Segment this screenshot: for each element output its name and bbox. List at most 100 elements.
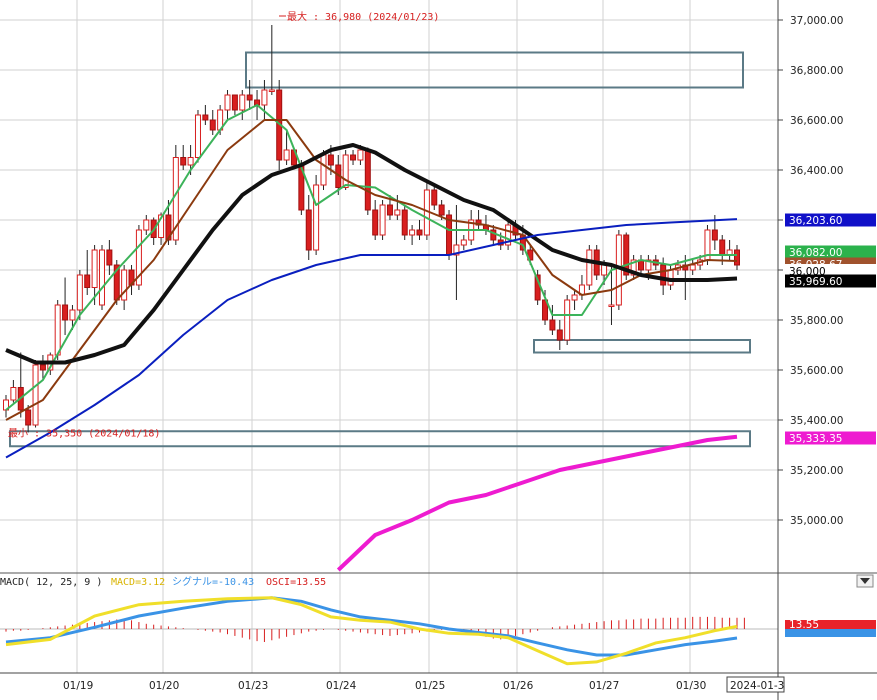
candle xyxy=(224,94,231,111)
price-badge-bg xyxy=(785,245,876,259)
candle xyxy=(121,269,128,301)
osci-value-label: OSCI=13.55 xyxy=(266,577,326,588)
candle xyxy=(372,209,379,236)
price-tick-label: 35,400.00 xyxy=(790,415,843,427)
candle xyxy=(91,249,98,288)
candle xyxy=(320,154,327,186)
current-date-label: 2024-01-3 xyxy=(730,680,784,692)
osci-badge-label: 13.55 xyxy=(789,619,819,631)
price-tick-label: 35,800.00 xyxy=(790,315,843,327)
candle xyxy=(601,264,608,276)
candle xyxy=(209,119,216,131)
price-badge-label: 36,203.60 xyxy=(789,215,842,227)
candle xyxy=(586,249,593,286)
max-price-label: 最大 : 36,980 (2024/01/23) xyxy=(287,10,439,23)
candle xyxy=(394,209,401,216)
price-tick-label: 35,600.00 xyxy=(790,365,843,377)
moving-averages xyxy=(5,104,738,572)
candle xyxy=(386,204,393,216)
candle xyxy=(357,149,364,161)
ma_long-line xyxy=(5,143,738,365)
price-badge-label: 36,082.00 xyxy=(789,247,842,259)
candle xyxy=(135,229,142,286)
candle xyxy=(409,229,416,236)
price-tick-label: 36,400.00 xyxy=(790,165,843,177)
candle xyxy=(54,304,61,356)
candle xyxy=(608,304,615,307)
candle xyxy=(143,219,150,231)
zones xyxy=(9,51,751,448)
date-tick-label: 01/26 xyxy=(503,680,534,692)
candle xyxy=(438,204,445,216)
candle xyxy=(571,294,578,301)
candle xyxy=(416,229,423,236)
candle xyxy=(313,184,320,251)
panel-dropdown-button[interactable] xyxy=(856,574,874,588)
macd-value-label: MACD=3.12 xyxy=(111,577,165,588)
ma_mid-line xyxy=(5,119,738,421)
macd-badges: 13.55 xyxy=(777,573,876,673)
candle xyxy=(453,244,460,256)
candle xyxy=(10,387,17,401)
candle xyxy=(165,214,172,241)
candle xyxy=(25,409,32,426)
candle xyxy=(106,249,113,266)
candle xyxy=(564,299,571,341)
price-badge-label: 35,969.60 xyxy=(789,276,842,288)
candle xyxy=(556,329,563,341)
candle xyxy=(239,94,246,111)
candle xyxy=(62,304,69,321)
macd-line xyxy=(5,596,738,666)
ma_trend-line xyxy=(336,434,738,572)
date-tick-label: 01/20 xyxy=(149,680,179,692)
candle xyxy=(283,149,290,161)
candle xyxy=(180,157,187,166)
candle xyxy=(711,229,718,241)
candle xyxy=(158,214,165,238)
macd-panel: MACD( 12, 25, 9 ) MACD=3.12 シグナル=-10.43 … xyxy=(0,572,877,673)
upper-zone xyxy=(245,51,744,89)
signal-line xyxy=(5,596,738,657)
price-badge-label: 35,333.35 xyxy=(789,433,842,445)
candle xyxy=(364,149,371,211)
price-tick-label: 36,600.00 xyxy=(790,115,843,127)
candle xyxy=(460,239,467,246)
date-tick-label: 01/25 xyxy=(415,680,445,692)
candle xyxy=(194,114,201,158)
candle xyxy=(505,224,512,246)
min-zone xyxy=(9,430,751,448)
candle xyxy=(327,154,334,166)
price-badge-bg xyxy=(785,213,876,227)
candle xyxy=(342,154,349,188)
price-tick-label: 37,000.00 xyxy=(790,15,843,27)
ma_vlong-line xyxy=(5,218,738,459)
price-badges: 36,203.6036,082.0036,028.6736,00035,969.… xyxy=(784,213,877,445)
candle xyxy=(689,264,696,271)
date-axis: 01/19 01/20 01/23 01/24 01/25 01/26 01/27 01/30… xyxy=(63,676,785,693)
candle xyxy=(246,94,253,101)
candle xyxy=(305,209,312,251)
date-tick-label: 01/24 xyxy=(326,680,357,692)
candle xyxy=(69,309,76,321)
date-tick-label: 01/19 xyxy=(63,680,93,692)
candle xyxy=(261,89,268,106)
min-price-label: 最小 : 35,350 (2024/01/18) xyxy=(8,428,160,440)
candle xyxy=(645,259,652,271)
current-date-box xyxy=(726,676,785,693)
candle xyxy=(379,204,386,236)
candle xyxy=(734,249,740,266)
lower-zone xyxy=(533,339,751,354)
candle xyxy=(630,259,637,276)
osci-badge-bg xyxy=(785,620,876,629)
candle xyxy=(187,157,194,166)
candle xyxy=(202,114,209,121)
candle xyxy=(350,154,357,161)
price-tick-label: 35,200.00 xyxy=(790,465,843,477)
signal-value-label: シグナル=-10.43 xyxy=(172,575,254,588)
candle xyxy=(98,249,105,306)
candle xyxy=(549,319,556,331)
macd-lines xyxy=(5,596,738,666)
price-tick-label: 36,800.00 xyxy=(790,65,843,77)
macd-header: MACD( 12, 25, 9 ) xyxy=(0,577,102,588)
